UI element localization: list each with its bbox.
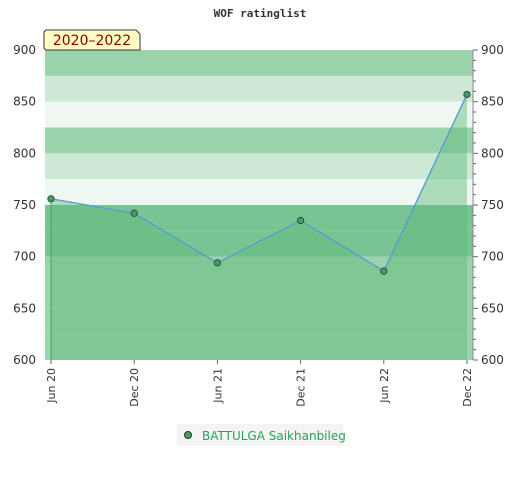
data-point xyxy=(380,267,388,275)
period-label-box: 2020–2022 xyxy=(43,29,141,51)
area-fill xyxy=(51,94,467,360)
rating-area xyxy=(50,94,467,360)
y-tick-label: 850 xyxy=(13,95,36,109)
y-tick-label: 900 xyxy=(13,43,36,57)
y-tick-label: 700 xyxy=(481,250,504,264)
band xyxy=(45,50,473,76)
y-tick-label: 750 xyxy=(13,198,36,212)
y-tick-label: 650 xyxy=(481,301,504,315)
x-tick-label: Jun 21 xyxy=(211,368,224,404)
band xyxy=(45,256,473,283)
x-axis: Jun 20 Dec 20 Jun 21 Dec 21 Jun 22 Dec 22 xyxy=(45,360,474,407)
y-tick-label: 700 xyxy=(13,250,36,264)
x-tick-label: Dec 21 xyxy=(295,368,308,407)
data-point xyxy=(463,90,471,99)
y-tick-label: 850 xyxy=(481,95,504,109)
data-point xyxy=(296,216,305,225)
band xyxy=(45,127,473,154)
band xyxy=(45,334,473,360)
x-tick-label: Dec 22 xyxy=(461,368,474,407)
y-tick-label: 750 xyxy=(481,198,504,212)
period-label: 2020–2022 xyxy=(53,33,131,49)
y-tick-label: 600 xyxy=(481,353,504,367)
band xyxy=(45,205,473,231)
x-tick-label: Dec 20 xyxy=(128,368,141,407)
rating-points xyxy=(47,90,471,275)
y-axis-right: 600 650 700 750 800 850 900 xyxy=(472,43,504,367)
band xyxy=(45,282,473,309)
legend-marker xyxy=(184,431,192,439)
band xyxy=(45,101,473,128)
x-tick-label: Jun 20 xyxy=(45,368,58,404)
x-tick-label: Jun 22 xyxy=(378,368,391,404)
y-tick-label: 800 xyxy=(481,146,504,160)
band xyxy=(45,230,473,257)
y-tick-label: 650 xyxy=(13,301,36,315)
y-axis-left: 600 650 700 750 800 850 900 xyxy=(13,43,36,367)
rating-line xyxy=(50,94,468,273)
band xyxy=(45,153,473,180)
legend[interactable]: BATTULGA Saikhanbileg xyxy=(177,424,346,446)
y-tick-label: 800 xyxy=(13,146,36,160)
background-bands xyxy=(45,50,473,360)
chart-title: WOF ratinglist xyxy=(214,7,307,20)
y-tick-label: 600 xyxy=(13,353,36,367)
data-point xyxy=(130,209,138,217)
series-line xyxy=(50,94,468,273)
legend-series-name: BATTULGA Saikhanbileg xyxy=(202,429,346,443)
band xyxy=(45,75,473,102)
y-tick-label: 900 xyxy=(481,43,504,57)
band xyxy=(45,179,473,205)
data-point xyxy=(213,259,221,267)
band xyxy=(45,308,473,335)
data-point xyxy=(47,195,55,203)
